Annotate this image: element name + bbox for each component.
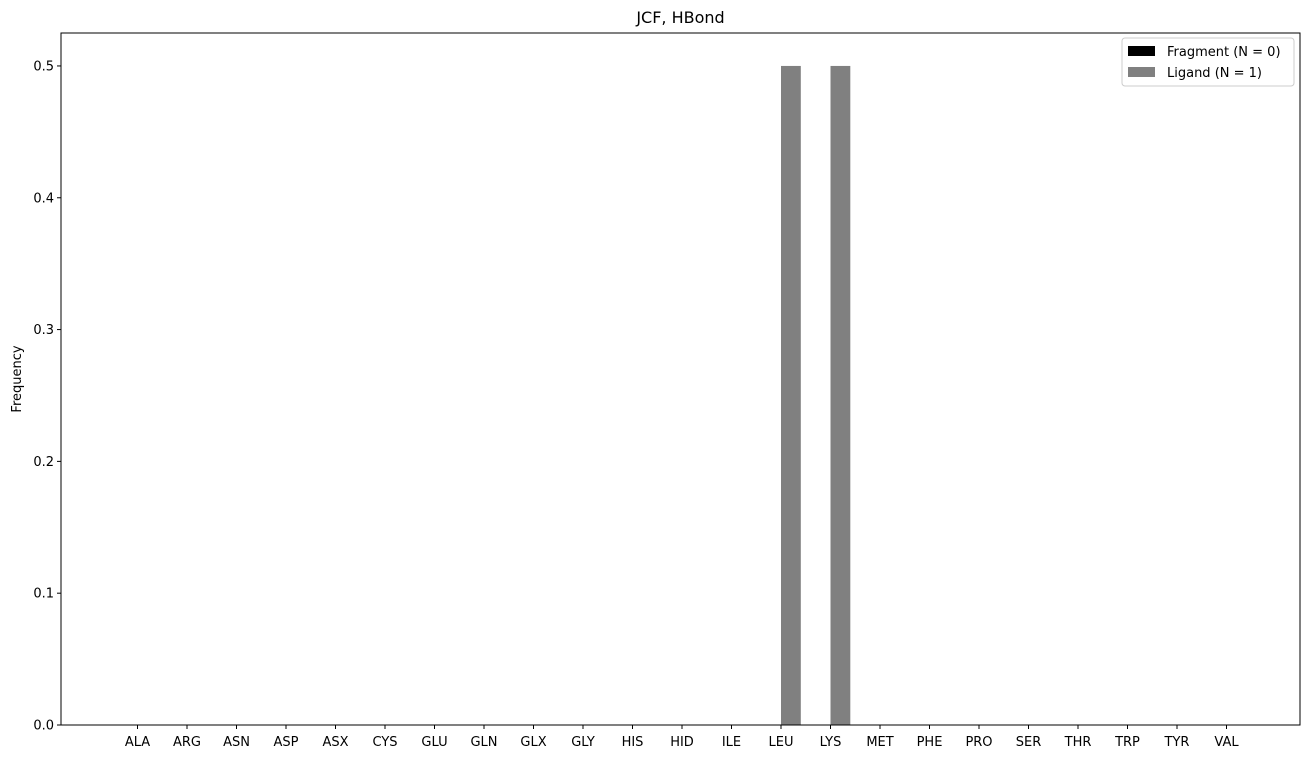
y-tick-label: 0.0 [33,719,54,734]
x-tick-label-ser: SER [1016,735,1042,750]
chart-title: JCF, HBond [635,8,724,27]
x-tick-label-met: MET [866,735,893,750]
x-tick-label-trp: TRP [1114,735,1140,750]
x-axis: ALA ARG ASN ASP ASX CYS GLU GLN GLX GLY HIS HID ILE L… [125,725,1239,750]
x-tick-label-his: HIS [622,735,644,750]
legend: Fragment (N = 0) Ligand (N = 1) [1121,37,1295,87]
x-tick-label-asx: ASX [322,735,348,750]
y-tick-label: 0.4 [33,191,54,206]
x-tick-label-hid: HID [670,735,694,750]
legend-swatch-fragment [1128,46,1155,56]
legend-box [1121,37,1295,87]
y-tick-label: 0.5 [33,59,54,74]
x-tick-label-gln: GLN [470,735,497,750]
y-tick-label: 0.3 [33,323,54,338]
x-tick-label-ala: ALA [125,735,150,750]
legend-label-ligand: Ligand (N = 1) [1167,66,1262,81]
plot-frame [60,32,1301,726]
y-axis-label: Frequency [10,345,25,412]
x-tick-label-phe: PHE [917,735,943,750]
x-tick-label-cys: CYS [372,735,397,750]
y-tick-label: 0.1 [33,587,54,602]
x-tick-label-val: VAL [1214,735,1239,750]
y-tick-label: 0.2 [33,455,54,470]
y-axis: 0.0 0.1 0.2 0.3 0.4 0.5 [33,59,61,734]
bar-ligand-lys [830,65,851,725]
x-tick-label-arg: ARG [173,735,201,750]
x-tick-label-glx: GLX [520,735,546,750]
x-tick-label-ile: ILE [722,735,741,750]
x-tick-label-thr: THR [1064,735,1092,750]
legend-label-fragment: Fragment (N = 0) [1167,45,1281,60]
x-tick-label-gly: GLY [571,735,595,750]
x-tick-label-lys: LYS [820,735,842,750]
bar-ligand-leu [781,65,801,725]
x-tick-label-tyr: TYR [1164,735,1190,750]
bars-group [781,65,851,725]
x-tick-label-asp: ASP [274,735,299,750]
x-tick-label-asn: ASN [223,735,250,750]
x-tick-label-pro: PRO [965,735,992,750]
x-tick-label-leu: LEU [769,735,794,750]
x-tick-label-glu: GLU [421,735,447,750]
legend-swatch-ligand [1128,67,1155,77]
